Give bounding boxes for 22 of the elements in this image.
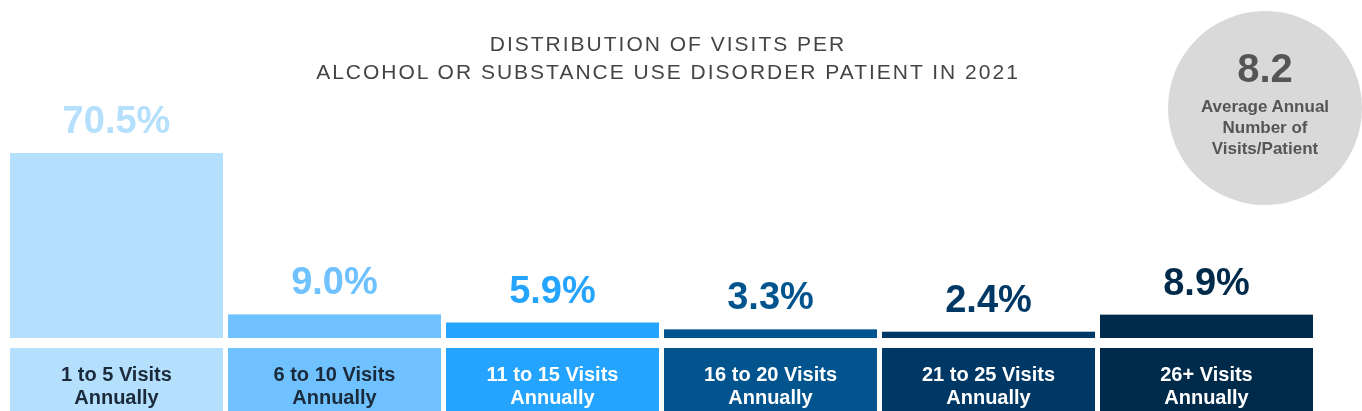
annotation: Average Annual Number of Visits/Patient [1200,97,1330,158]
data-label: 5.9% [509,268,596,311]
x-tick-label: 1 to 5 Visits Annually [61,363,172,408]
bar [10,153,223,338]
bar [882,331,1095,338]
bar [446,322,659,338]
chart-title: DISTRIBUTION OF VISITS PER [489,32,847,55]
data-label: 70.5% [62,99,171,141]
chart-subtitle: ALCOHOL OR SUBSTANCE USE DISORDER PATIENT IN 2021 [316,60,1020,83]
bar [228,314,441,338]
data-label: 8.9% [1163,260,1250,303]
bar [664,329,877,338]
data-label: 9.0% [291,260,378,303]
data-label: 3.3% [727,275,814,318]
data-label: 2.4% [945,277,1032,320]
x-tick-label: 16 to 20 Visits Annually [703,363,838,408]
x-tick-label: 21 to 25 Visits Annually [921,363,1056,408]
x-tick-label: 6 to 10 Visits Annually [273,363,396,408]
text: 8.2 [1237,46,1293,90]
bar [1100,314,1313,338]
x-tick-label: 26+ Visits Annually [1160,363,1253,408]
x-tick-label: 11 to 15 Visits Annually [486,363,619,408]
